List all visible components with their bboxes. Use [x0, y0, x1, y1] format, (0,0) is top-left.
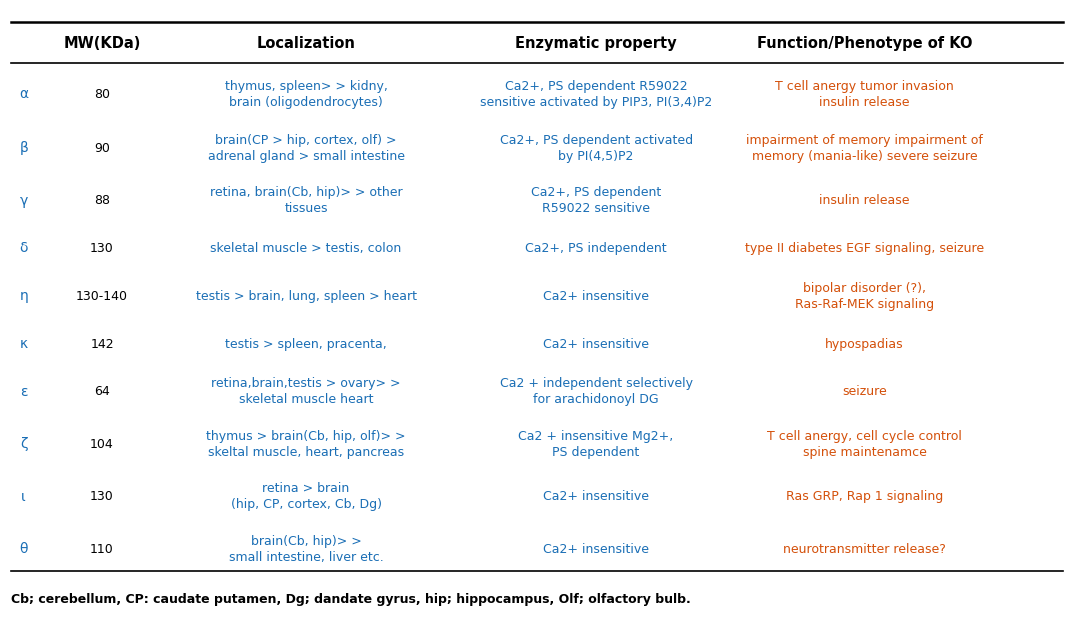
Text: brain(CP > hip, cortex, olf) >
adrenal gland > small intestine: brain(CP > hip, cortex, olf) > adrenal g… [207, 134, 405, 163]
Text: skeletal muscle > testis, colon: skeletal muscle > testis, colon [211, 242, 402, 255]
Text: 110: 110 [90, 543, 114, 556]
Text: testis > brain, lung, spleen > heart: testis > brain, lung, spleen > heart [195, 290, 417, 302]
Text: retina > brain
(hip, CP, cortex, Cb, Dg): retina > brain (hip, CP, cortex, Cb, Dg) [231, 483, 381, 511]
Text: seizure: seizure [842, 386, 887, 398]
Text: Function/Phenotype of KO: Function/Phenotype of KO [757, 36, 972, 51]
Text: thymus, spleen> > kidny,
brain (oligodendrocytes): thymus, spleen> > kidny, brain (oligoden… [224, 79, 388, 109]
Text: 80: 80 [95, 88, 110, 101]
Text: η: η [19, 289, 28, 303]
Text: Ca2 + insensitive Mg2+,
PS dependent: Ca2 + insensitive Mg2+, PS dependent [519, 430, 673, 459]
Text: bipolar disorder (?),
Ras-Raf-MEK signaling: bipolar disorder (?), Ras-Raf-MEK signal… [795, 282, 934, 310]
Text: Ca2+ insensitive: Ca2+ insensitive [543, 338, 649, 350]
Text: ε: ε [20, 385, 27, 399]
Text: retina, brain(Cb, hip)> > other
tissues: retina, brain(Cb, hip)> > other tissues [209, 186, 403, 215]
Text: insulin release: insulin release [819, 194, 910, 207]
Text: Ca2 + independent selectively
for arachidonoyl DG: Ca2 + independent selectively for arachi… [499, 378, 693, 406]
Text: T cell anergy, cell cycle control
spine maintenamce: T cell anergy, cell cycle control spine … [767, 430, 962, 459]
Text: MW(KDa): MW(KDa) [63, 36, 141, 51]
Text: Ca2+, PS dependent
R59022 sensitive: Ca2+, PS dependent R59022 sensitive [531, 186, 662, 215]
Text: Enzymatic property: Enzymatic property [516, 36, 677, 51]
Text: α: α [19, 87, 28, 101]
Text: κ: κ [19, 337, 28, 351]
Text: δ: δ [19, 242, 28, 255]
Text: 88: 88 [95, 194, 110, 207]
Text: 130-140: 130-140 [76, 290, 128, 302]
Text: testis > spleen, pracenta,: testis > spleen, pracenta, [226, 338, 387, 350]
Text: retina,brain,testis > ovary> >
skeletal muscle heart: retina,brain,testis > ovary> > skeletal … [212, 378, 401, 406]
Text: Ras GRP, Rap 1 signaling: Ras GRP, Rap 1 signaling [786, 491, 943, 503]
Text: Ca2+, PS independent: Ca2+, PS independent [525, 242, 667, 255]
Text: 130: 130 [90, 242, 114, 255]
Text: ζ: ζ [20, 437, 27, 451]
Text: 142: 142 [90, 338, 114, 350]
Text: Ca2+ insensitive: Ca2+ insensitive [543, 543, 649, 556]
Text: Ca2+ insensitive: Ca2+ insensitive [543, 491, 649, 503]
Text: Ca2+, PS dependent activated
by PI(4,5)P2: Ca2+, PS dependent activated by PI(4,5)P… [499, 134, 693, 163]
Text: T cell anergy tumor invasion
insulin release: T cell anergy tumor invasion insulin rel… [775, 79, 954, 109]
Text: θ: θ [19, 542, 28, 556]
Text: 64: 64 [95, 386, 110, 398]
Text: Ca2+, PS dependent R59022
sensitive activated by PIP3, PI(3,4)P2: Ca2+, PS dependent R59022 sensitive acti… [480, 79, 712, 109]
Text: 104: 104 [90, 438, 114, 451]
Text: hypospadias: hypospadias [825, 338, 904, 350]
Text: ι: ι [21, 490, 26, 504]
Text: β: β [19, 141, 28, 155]
Text: brain(Cb, hip)> >
small intestine, liver etc.: brain(Cb, hip)> > small intestine, liver… [229, 535, 383, 564]
Text: type II diabetes EGF signaling, seizure: type II diabetes EGF signaling, seizure [745, 242, 984, 255]
Text: 90: 90 [95, 142, 110, 155]
Text: 130: 130 [90, 491, 114, 503]
Text: Cb; cerebellum, CP: caudate putamen, Dg; dandate gyrus, hip; hippocampus, Olf; o: Cb; cerebellum, CP: caudate putamen, Dg;… [11, 593, 691, 606]
Text: impairment of memory impairment of
memory (mania-like) severe seizure: impairment of memory impairment of memor… [746, 134, 983, 163]
Text: neurotransmitter release?: neurotransmitter release? [783, 543, 946, 556]
Text: Ca2+ insensitive: Ca2+ insensitive [543, 290, 649, 302]
Text: thymus > brain(Cb, hip, olf)> >
skeltal muscle, heart, pancreas: thymus > brain(Cb, hip, olf)> > skeltal … [206, 430, 406, 459]
Text: γ: γ [19, 194, 28, 207]
Text: Localization: Localization [257, 36, 355, 51]
